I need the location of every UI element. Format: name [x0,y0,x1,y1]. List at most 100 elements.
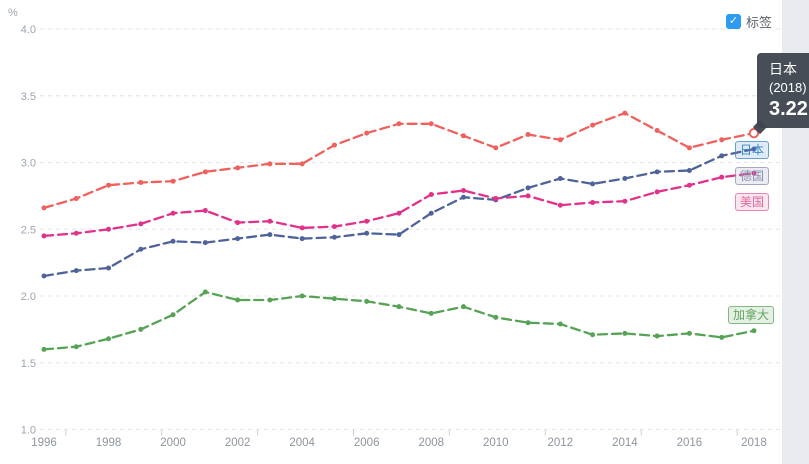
data-point-usa[interactable] [751,170,757,176]
data-point-canada[interactable] [622,330,628,336]
data-point-germany[interactable] [170,238,176,244]
data-point-japan[interactable] [622,110,628,116]
data-point-germany[interactable] [364,230,370,236]
data-point-canada[interactable] [525,320,531,326]
data-point-germany[interactable] [396,232,402,238]
data-point-japan[interactable] [654,127,660,133]
data-point-japan[interactable] [396,121,402,127]
y-tick-label: 1.0 [21,425,36,437]
data-point-germany[interactable] [751,146,757,152]
data-point-germany[interactable] [202,240,208,246]
data-point-canada[interactable] [590,332,596,338]
data-point-japan[interactable] [686,145,692,151]
data-point-canada[interactable] [396,304,402,310]
data-point-usa[interactable] [396,210,402,216]
data-point-germany[interactable] [331,234,337,240]
data-point-japan[interactable] [202,169,208,175]
data-point-japan[interactable] [267,161,273,167]
data-point-japan[interactable] [719,137,725,143]
data-point-usa[interactable] [235,220,241,226]
data-point-germany[interactable] [299,236,305,242]
data-point-germany[interactable] [41,273,47,279]
data-point-japan[interactable] [364,130,370,136]
data-point-canada[interactable] [299,293,305,299]
data-point-usa[interactable] [267,218,273,224]
data-point-japan[interactable] [138,180,144,186]
data-point-japan[interactable] [106,182,112,188]
y-tick-label: 1.5 [21,358,36,370]
data-point-germany[interactable] [428,210,434,216]
checkbox-checked-icon[interactable]: ✓ [726,14,741,29]
data-point-japan[interactable] [41,205,47,211]
data-point-germany[interactable] [557,176,563,182]
data-point-canada[interactable] [751,328,757,334]
data-point-canada[interactable] [106,336,112,342]
data-point-germany[interactable] [686,168,692,174]
data-point-usa[interactable] [622,198,628,204]
data-point-canada[interactable] [202,289,208,295]
data-point-canada[interactable] [428,310,434,316]
data-point-canada[interactable] [686,330,692,336]
highlighted-data-point[interactable] [748,127,760,139]
data-point-japan[interactable] [299,161,305,167]
data-point-usa[interactable] [364,218,370,224]
data-point-canada[interactable] [267,297,273,303]
data-point-usa[interactable] [590,200,596,206]
labels-toggle[interactable]: ✓ 标签 [726,12,772,31]
data-point-usa[interactable] [202,208,208,214]
data-point-canada[interactable] [138,326,144,332]
data-point-japan[interactable] [73,196,79,202]
data-point-usa[interactable] [525,193,531,199]
data-point-japan[interactable] [525,131,531,137]
data-point-canada[interactable] [461,304,467,310]
series-end-label-usa: 美国 [735,193,770,211]
data-point-canada[interactable] [170,312,176,318]
y-axis-unit-label: % [8,7,18,19]
data-point-usa[interactable] [719,174,725,180]
data-point-canada[interactable] [719,334,725,340]
data-point-usa[interactable] [138,221,144,227]
data-point-usa[interactable] [493,196,499,202]
data-point-usa[interactable] [73,230,79,236]
data-point-usa[interactable] [299,225,305,231]
data-point-canada[interactable] [364,298,370,304]
data-point-japan[interactable] [331,142,337,148]
x-tick-label: 2000 [160,437,186,449]
data-point-germany[interactable] [138,246,144,252]
data-point-germany[interactable] [719,153,725,159]
data-point-usa[interactable] [331,224,337,230]
data-point-germany[interactable] [106,265,112,271]
data-point-japan[interactable] [428,121,434,127]
data-point-usa[interactable] [686,182,692,188]
data-point-germany[interactable] [525,185,531,191]
data-point-usa[interactable] [557,202,563,208]
data-point-usa[interactable] [461,188,467,194]
data-point-japan[interactable] [590,122,596,128]
data-point-canada[interactable] [73,344,79,350]
data-point-germany[interactable] [622,176,628,182]
data-point-canada[interactable] [41,346,47,352]
data-point-usa[interactable] [170,210,176,216]
data-point-japan[interactable] [493,145,499,151]
data-point-japan[interactable] [557,137,563,143]
data-point-canada[interactable] [235,297,241,303]
y-tick-label: 3.0 [21,158,36,170]
data-point-canada[interactable] [557,321,563,327]
data-point-germany[interactable] [654,169,660,175]
data-point-germany[interactable] [590,181,596,187]
data-point-canada[interactable] [654,333,660,339]
data-point-usa[interactable] [41,233,47,239]
data-point-usa[interactable] [654,189,660,195]
data-point-usa[interactable] [106,226,112,232]
x-tick-label: 1998 [96,437,122,449]
data-point-germany[interactable] [235,236,241,242]
data-point-japan[interactable] [235,165,241,171]
data-point-germany[interactable] [461,194,467,200]
data-point-usa[interactable] [428,192,434,198]
data-point-canada[interactable] [493,314,499,320]
data-point-germany[interactable] [73,268,79,274]
data-point-japan[interactable] [461,133,467,139]
data-point-japan[interactable] [170,178,176,184]
data-point-germany[interactable] [267,232,273,238]
data-point-canada[interactable] [331,296,337,302]
